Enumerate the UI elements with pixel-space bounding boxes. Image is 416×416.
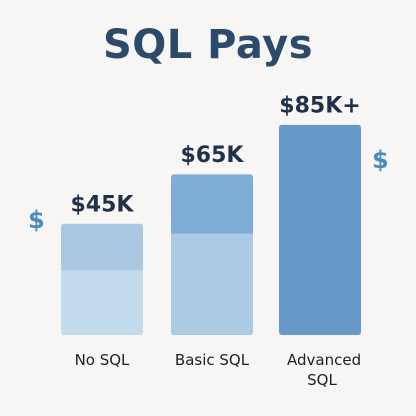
bar-bottom-basic-sql bbox=[171, 233, 253, 335]
bar-top-advanced-sql bbox=[279, 124, 361, 335]
dollar-icon-right: $ bbox=[372, 146, 389, 174]
bar-advanced-sql bbox=[279, 124, 361, 335]
category-label-basic-sql: Basic SQL bbox=[174, 351, 250, 369]
bar-no-sql bbox=[61, 223, 143, 335]
value-label-advanced-sql: $85K+ bbox=[279, 94, 360, 119]
bar-basic-sql bbox=[171, 174, 253, 335]
category-label-advanced-sql: Advanced SQL bbox=[287, 351, 362, 389]
value-label-no-sql: $45K bbox=[71, 193, 135, 218]
chart-title: SQL Pays bbox=[102, 22, 314, 68]
category-label-no-sql: No SQL bbox=[74, 351, 130, 369]
dollar-icon-left: $ bbox=[28, 206, 45, 234]
bar-bottom-no-sql bbox=[61, 270, 143, 335]
value-label-basic-sql: $65K bbox=[181, 143, 245, 168]
